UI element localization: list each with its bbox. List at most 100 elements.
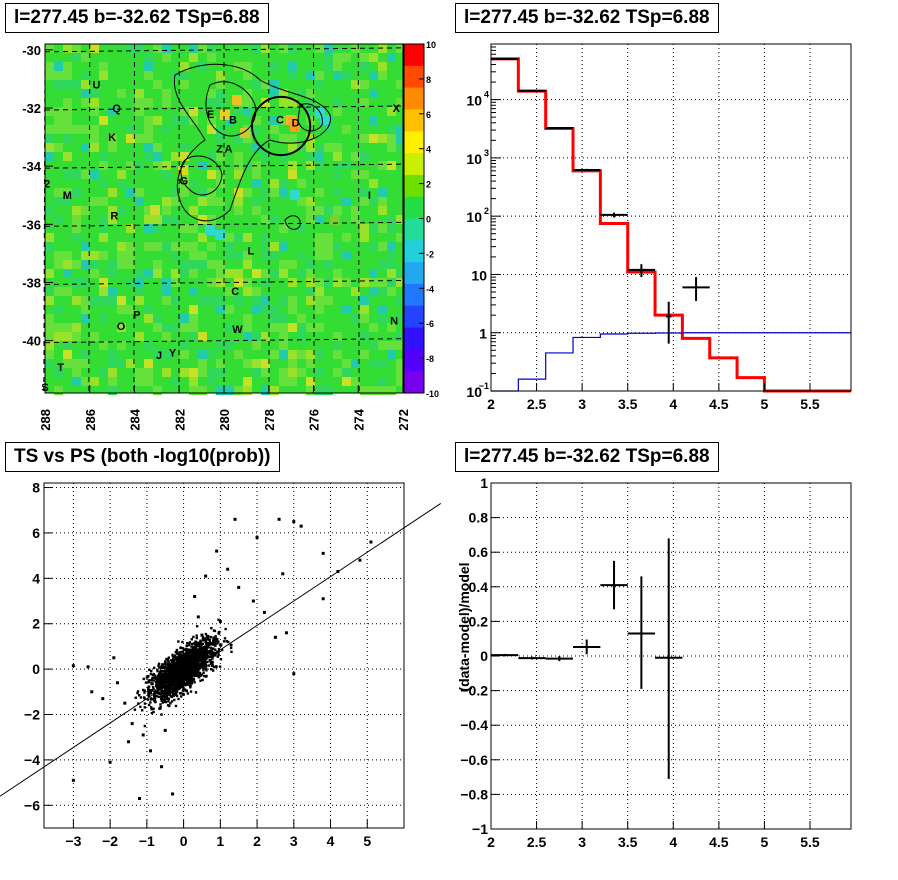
map-pixel [45,152,54,161]
map-pixel [81,89,90,98]
map-pixel [198,359,207,368]
scatter-point [149,692,151,694]
residual-x-tick-label: 5 [761,834,769,850]
map-pixel [162,296,171,305]
residual-y-tick-label: 0 [480,648,488,664]
scatter-point [187,692,189,694]
scatter-point [144,702,146,704]
map-pixel [54,71,63,80]
scatter-point [171,676,173,678]
map-pixel [378,386,387,395]
scatter-point [159,671,161,673]
map-pixel [243,323,252,332]
scatter-point [191,672,193,674]
scatter-point [143,691,145,693]
scatter-point [194,640,196,642]
map-pixel [234,206,243,215]
scatter-point [139,706,141,708]
map-pixel [180,71,189,80]
map-pixel [378,260,387,269]
map-pixel [243,188,252,197]
map-pixel [252,197,261,206]
map-pixel [90,251,99,260]
map-pixel [72,170,81,179]
scatter-point [191,638,193,640]
scatter-point [154,699,156,701]
map-pixel [387,341,396,350]
residual-y-tick-label: −0.8 [460,786,488,802]
map-pixel [54,323,63,332]
scatter-point [148,681,150,683]
colorbar-tick-label: -6 [426,319,434,329]
map-pixel [333,98,342,107]
colorbar-tick-label: -2 [426,249,434,259]
map-pixel [126,134,135,143]
map-pixel [162,215,171,224]
map-x-tick-label: 288 [38,409,53,431]
map-pixel [63,107,72,116]
scatter-point [166,688,168,690]
scatter-point [160,680,162,682]
map-pixel [81,80,90,89]
map-pixel [99,233,108,242]
scatter-point [199,640,201,642]
map-pixel [153,269,162,278]
map-pixel [189,287,198,296]
map-pixel [342,278,351,287]
scatter-x-tick-label: 1 [216,833,224,849]
map-pixel [315,188,324,197]
map-pixel [180,224,189,233]
map-pixel [189,332,198,341]
scatter-point [188,643,190,645]
map-pixel [279,350,288,359]
map-pixel [54,251,63,260]
map-pixel [198,260,207,269]
map-pixel [72,377,81,386]
map-pixel [189,260,198,269]
map-pixel [162,98,171,107]
map-pixel [333,71,342,80]
map-pixel [81,260,90,269]
scatter-point [158,673,160,675]
scatter-point [170,659,172,661]
map-pixel [72,215,81,224]
map-pixel [189,314,198,323]
map-pixel [162,197,171,206]
map-pixel [99,197,108,206]
map-pixel [333,53,342,62]
scatter-point [176,665,178,667]
map-pixel [108,359,117,368]
colorbar-tick-label: 8 [426,75,431,85]
residual-y-tick-label: 1 [480,475,488,491]
map-y-tick-label: -32 [22,101,41,116]
map-pixel [108,386,117,395]
scatter-point [224,637,226,639]
scatter-point [170,665,172,667]
scatter-point [202,666,204,668]
map-pixel [99,251,108,260]
scatter-point [167,690,170,693]
scatter-point [224,628,226,630]
source-label: Z [216,144,223,156]
map-pixel [342,305,351,314]
map-pixel [288,377,297,386]
map-pixel [279,260,288,269]
map-pixel [378,206,387,215]
map-pixel [315,242,324,251]
scatter-point [138,797,141,800]
map-pixel [270,188,279,197]
residual-y-tick-label: 0.6 [469,544,489,560]
map-pixel [198,161,207,170]
map-pixel [198,350,207,359]
map-pixel [243,98,252,107]
map-pixel [333,152,342,161]
scatter-point [173,673,175,675]
map-chart: UQK2MRGZABCDELCWOPIXNTJYS288286284282280… [0,0,449,437]
spectrum-y-tick-exp: 3 [484,148,489,158]
scatter-point [186,675,188,677]
scatter-point [150,670,152,672]
map-pixel [342,359,351,368]
map-pixel [45,143,54,152]
map-pixel [72,125,81,134]
scatter-point [180,695,182,697]
